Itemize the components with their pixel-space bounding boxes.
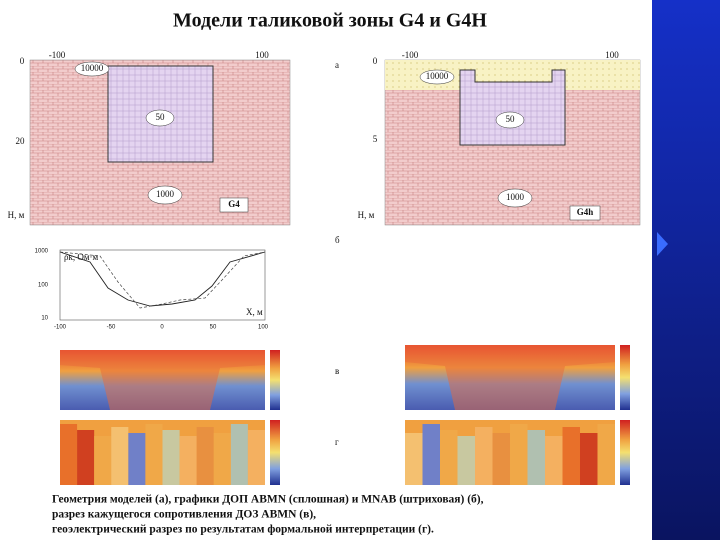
zone — [405, 345, 615, 410]
model-name: G4h — [577, 207, 594, 217]
apparent-resistivity-left — [60, 350, 280, 410]
resistivity: 10000 — [426, 71, 449, 81]
layer-block — [247, 430, 265, 485]
profile-graph: 1000 100 10 -100 -50 0 50 100 ρк, Ом·м X… — [35, 249, 269, 331]
x-tick: -100 — [49, 50, 66, 60]
layer-block — [545, 436, 563, 485]
layer-block — [196, 427, 214, 485]
colorbar — [270, 420, 280, 485]
title: Модели таликовой зоны G4 и G4H — [173, 10, 487, 32]
model-g4: 10000 50 1000 G4 -100 100 0 20 H, м — [8, 50, 291, 226]
x-tick: 100 — [258, 325, 269, 331]
interpretation-right — [405, 420, 630, 485]
depth-tick: 0 — [373, 56, 378, 66]
caption-line: Геометрия моделей (а), графики ДОП ABMN … — [52, 494, 484, 506]
layer-block — [562, 427, 580, 485]
layer-block — [440, 430, 458, 485]
model-g4h: 10000 50 1000 G4h -100 100 0 5 H, м — [358, 50, 641, 226]
side-arrow — [657, 232, 668, 256]
depth-label: H, м — [358, 210, 375, 220]
colorbar — [620, 345, 630, 410]
y-tick: 100 — [38, 283, 49, 289]
layer-block — [94, 436, 112, 485]
depth-tick: 5 — [373, 134, 378, 144]
resistivity: 1000 — [506, 192, 525, 202]
layer-block — [77, 430, 95, 485]
depth-tick: 20 — [16, 136, 26, 146]
zone — [60, 350, 265, 410]
resistivity: 50 — [156, 112, 166, 122]
x-tick: -100 — [54, 325, 67, 331]
layer-block — [475, 427, 493, 485]
oval — [74, 61, 110, 77]
layer-block — [60, 424, 78, 485]
layer-block — [597, 424, 615, 485]
curve — [59, 251, 266, 309]
resistivity: 50 — [506, 114, 516, 124]
caption-line: разрез кажущегося сопротивления ДОЗ ABMN… — [52, 509, 316, 521]
oval — [495, 111, 525, 129]
layer-block — [527, 430, 545, 485]
layer-block — [422, 424, 440, 485]
x-tick: -100 — [402, 50, 419, 60]
layer-block — [179, 436, 197, 485]
name-box — [219, 197, 249, 213]
x-tick: 50 — [210, 325, 217, 331]
model-name: G4 — [228, 199, 240, 209]
oval — [147, 185, 183, 205]
depth-label: H, м — [8, 210, 25, 220]
name-box — [569, 205, 601, 221]
apparent-resistivity-right — [405, 345, 630, 410]
y-tick: 1000 — [35, 249, 49, 255]
layer-block — [405, 433, 423, 485]
curve — [59, 251, 266, 307]
panel-letter: а — [335, 60, 339, 70]
panel-letter: в — [335, 366, 339, 376]
oval — [497, 188, 533, 208]
y-label: ρк, Ом·м — [64, 252, 99, 262]
colorbar — [620, 420, 630, 485]
oval — [145, 109, 175, 127]
oval — [419, 69, 455, 85]
colorbar — [270, 350, 280, 410]
layer-block — [492, 433, 510, 485]
layer-block — [145, 424, 163, 485]
layer-block — [162, 430, 180, 485]
resistivity: 1000 — [156, 189, 175, 199]
depth-tick: 0 — [20, 56, 25, 66]
resistivity: 10000 — [81, 63, 104, 73]
layer-block — [230, 424, 248, 485]
interpretation-left — [60, 420, 280, 485]
x-label: X, м — [246, 307, 263, 317]
layer-block — [213, 433, 231, 485]
panel-letter: б — [335, 235, 340, 245]
layer-block — [510, 424, 528, 485]
x-tick: 100 — [605, 50, 619, 60]
x-tick: 0 — [160, 325, 164, 331]
x-tick: -50 — [107, 325, 116, 331]
x-tick: 100 — [255, 50, 269, 60]
layer-block — [128, 433, 146, 485]
layer-block — [457, 436, 475, 485]
caption-line: геоэлектрический разрез по результатам ф… — [52, 524, 434, 536]
layer-block — [111, 427, 129, 485]
side-strip — [652, 0, 720, 540]
talik — [459, 69, 566, 146]
layer-block — [580, 433, 598, 485]
y-tick: 10 — [41, 316, 48, 322]
panel-letter: г — [335, 437, 339, 447]
